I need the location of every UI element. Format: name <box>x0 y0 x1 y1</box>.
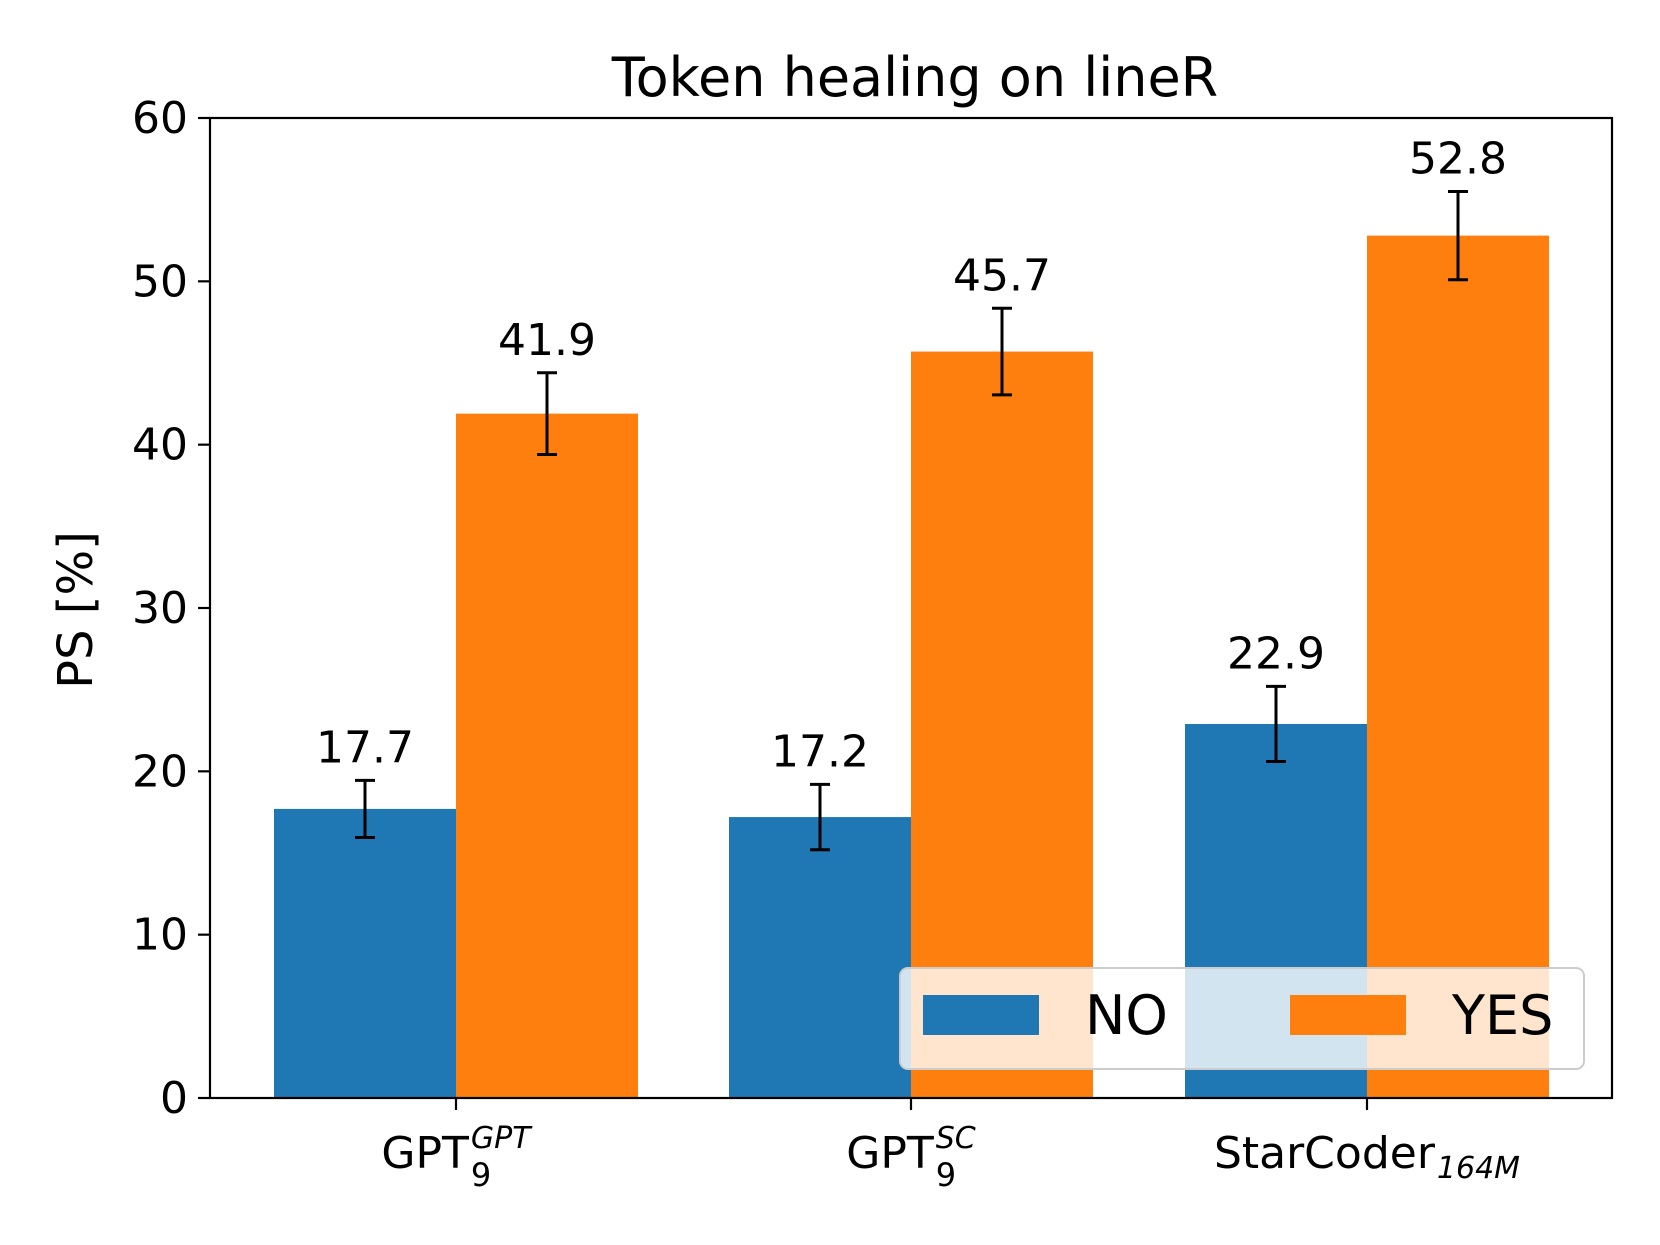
data-label-no-2: 22.9 <box>1227 628 1325 679</box>
y-tick-label-40: 40 <box>132 420 188 471</box>
error-bar-yes-2 <box>1448 190 1468 282</box>
legend-swatch-no <box>923 995 1039 1035</box>
y-tick-label-30: 30 <box>132 583 188 634</box>
x-tick-sub: 164M <box>1437 1151 1520 1186</box>
y-tick-label-50: 50 <box>132 256 188 307</box>
legend: NO YES <box>899 967 1585 1070</box>
y-tick-label-20: 20 <box>132 746 188 797</box>
error-bar-yes-0 <box>537 371 557 456</box>
y-axis-label: PS [%] <box>48 531 104 689</box>
error-bar-no-2 <box>1266 684 1286 764</box>
x-tick-sup: GPT <box>471 1121 533 1156</box>
x-tick-sub: 9 <box>471 1156 491 1194</box>
error-bar-yes-1 <box>992 306 1012 397</box>
legend-label-yes: YES <box>1451 984 1553 1047</box>
bar-no-1 <box>729 817 911 1098</box>
bar-no-0 <box>274 808 456 1098</box>
x-tick-label-1: GPT 9SC <box>846 1121 976 1194</box>
errorbars-layer <box>355 190 1468 852</box>
legend-box <box>899 967 1585 1070</box>
legend-label-no: NO <box>1085 984 1168 1047</box>
legend-entry-yes: YES <box>1290 984 1553 1047</box>
chart-title: Token healing on lineR <box>611 46 1218 109</box>
legend-entry-no: NO <box>923 984 1168 1047</box>
x-tick-base: GPT <box>846 1128 934 1179</box>
bar-yes-0 <box>456 413 638 1099</box>
x-tick-base: GPT <box>381 1128 469 1179</box>
datalabels-layer: 17.7 17.2 22.9 41.9 45.7 52.8 <box>316 134 1507 778</box>
y-tick-label-60: 60 <box>132 93 188 144</box>
x-tick-label-2: StarCoder 164M <box>1214 1128 1520 1186</box>
legend-swatch-yes <box>1290 995 1406 1035</box>
y-tick-label-0: 0 <box>160 1073 188 1124</box>
error-bar-no-1 <box>810 782 830 852</box>
y-axis-ticks: 0 10 20 30 40 50 60 <box>132 93 210 1124</box>
x-tick-sup: SC <box>936 1121 976 1156</box>
data-label-yes-0: 41.9 <box>498 315 596 366</box>
data-label-yes-2: 52.8 <box>1409 134 1507 185</box>
y-tick-label-10: 10 <box>132 910 188 961</box>
bar-yes-2 <box>1367 235 1549 1099</box>
data-label-yes-1: 45.7 <box>953 250 1051 301</box>
error-bar-no-0 <box>355 778 375 839</box>
data-label-no-0: 17.7 <box>316 722 414 773</box>
x-tick-sub: 9 <box>936 1156 956 1194</box>
data-label-no-1: 17.2 <box>771 726 869 777</box>
x-tick-base: StarCoder <box>1214 1128 1436 1179</box>
